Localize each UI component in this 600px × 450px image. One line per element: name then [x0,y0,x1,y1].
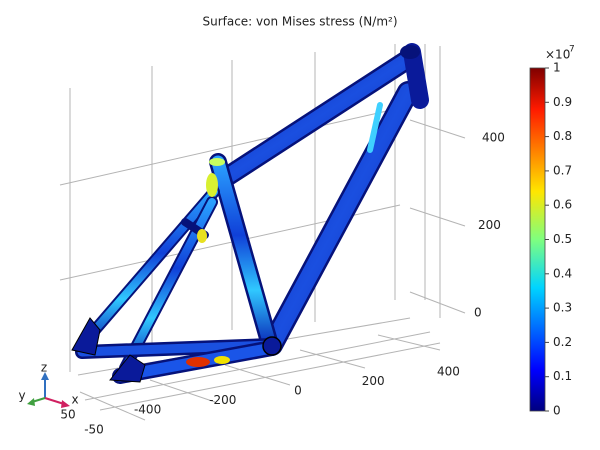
colorbar-tick-label: 0.3 [553,301,572,315]
colorbar-tick-label: 1 [553,61,561,75]
colorbar-tick-label: 0.1 [553,369,572,383]
colorbar-tick-label: 0.5 [553,232,572,246]
x-tick-label: -200 [209,393,236,407]
colorbar-tick-label: 0 [553,404,561,418]
x-tick-label: 200 [362,374,385,388]
colorbar-tick-label: 0.4 [553,266,572,280]
bike-frame [71,43,429,384]
x-axis-label: x [71,393,78,407]
axis-triad [27,372,70,408]
z-tick-label: 200 [478,218,501,232]
x-tick-label: 400 [437,365,460,379]
colorbar-exponent: 7 [569,45,575,55]
colorbar-tick-label: 0.8 [553,129,572,143]
x-tick-label: -400 [134,403,161,417]
plot-title: Surface: von Mises stress (N/m²) [202,15,397,29]
y-tick-label: 50 [60,408,75,422]
colorbar-tick-label: 0.7 [553,163,572,177]
colorbar-tick-label: 0.9 [553,95,572,109]
z-tick-label: 0 [474,306,482,320]
x-tick-label: 0 [294,384,302,398]
colorbar [529,67,546,412]
z-axis-label: z [41,361,47,375]
y-axis-label: y [18,389,25,403]
colorbar-tick-label: 0.6 [553,198,572,212]
colorbar-multiplier: ×10 [545,48,570,62]
colorbar-tick-label: 0.2 [553,335,572,349]
z-tick-label: 400 [482,131,505,145]
y-tick-label: -50 [84,423,104,437]
